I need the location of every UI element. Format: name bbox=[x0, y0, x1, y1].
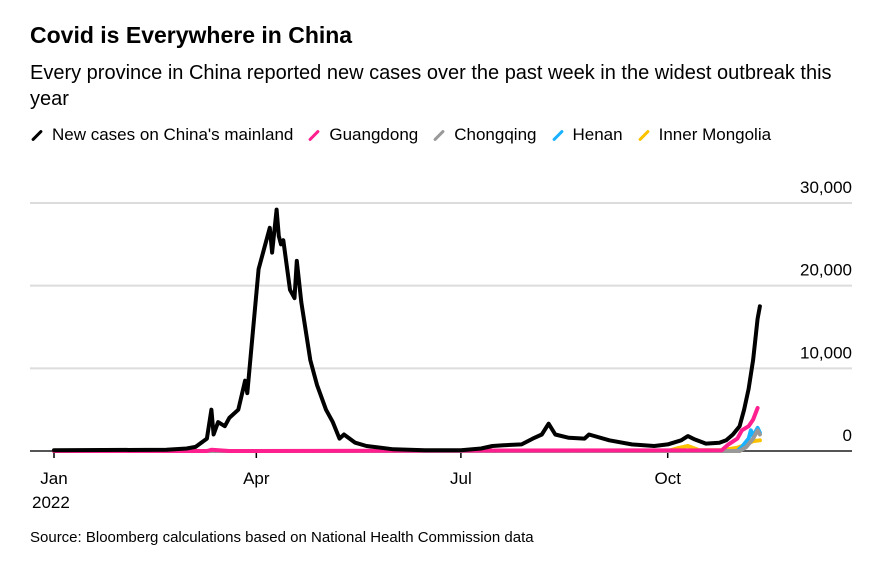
source-note: Source: Bloomberg calculations based on … bbox=[30, 529, 534, 546]
legend-item: Inner Mongolia bbox=[637, 123, 771, 147]
x-tick-year-label: 2022 bbox=[32, 493, 70, 512]
x-tick-label: Jul bbox=[450, 469, 472, 488]
x-tick-label: Apr bbox=[243, 469, 270, 488]
series-line-new-cases-on-china-s-mainland bbox=[52, 207, 762, 453]
legend-item: New cases on China's mainland bbox=[30, 123, 293, 147]
legend-label: Guangdong bbox=[329, 125, 419, 144]
legend-label: Chongqing bbox=[454, 125, 537, 144]
chart-subtitle: Every province in China reported new cas… bbox=[30, 62, 832, 110]
y-tick-label: 10,000 bbox=[800, 343, 852, 362]
x-tick-label: Jan bbox=[40, 469, 67, 488]
legend-item: Chongqing bbox=[432, 123, 537, 147]
y-tick-label: 0 bbox=[843, 426, 852, 445]
legend-item: Guangdong bbox=[307, 123, 418, 147]
legend-item: Henan bbox=[551, 123, 623, 147]
legend-label: New cases on China's mainland bbox=[52, 125, 294, 144]
chart-title: Covid is Everywhere in China bbox=[30, 22, 353, 48]
y-tick-label: 30,000 bbox=[800, 178, 852, 197]
legend: New cases on China's mainland Guangdong Ch… bbox=[30, 123, 860, 147]
legend-label: Inner Mongolia bbox=[658, 125, 772, 144]
x-tick-label: Oct bbox=[654, 469, 681, 488]
y-tick-label: 20,000 bbox=[800, 261, 852, 280]
series-line-guangdong bbox=[52, 406, 760, 453]
legend-label: Henan bbox=[572, 125, 623, 144]
